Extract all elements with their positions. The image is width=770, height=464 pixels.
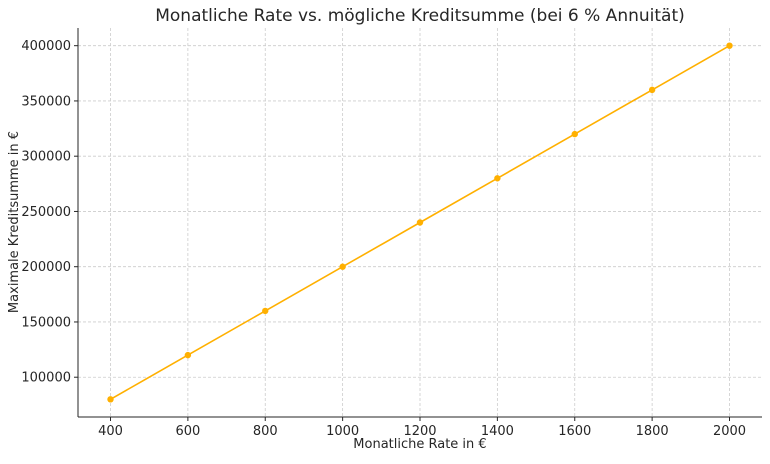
data-point (494, 175, 501, 182)
chart-title: Monatliche Rate vs. mögliche Kreditsumme… (155, 6, 685, 26)
y-tick-label: 250000 (21, 205, 71, 220)
y-tick-label: 150000 (21, 315, 71, 330)
x-tick-label: 1600 (558, 424, 591, 439)
y-tick-label: 400000 (21, 39, 71, 54)
x-axis-label: Monatliche Rate in € (353, 437, 486, 452)
y-tick-label: 300000 (21, 150, 71, 165)
x-tick-label: 400 (98, 424, 123, 439)
x-tick-label: 600 (175, 424, 200, 439)
series (107, 42, 733, 403)
y-tick-label: 200000 (21, 260, 71, 275)
y-ticks: 100000 150000 200000 250000 300000 350000 4000… (21, 39, 78, 386)
y-axis-label: Maximale Kreditsumme in € (7, 131, 22, 313)
x-tick-label: 1200 (403, 424, 436, 439)
data-point (571, 130, 578, 138)
data-point (648, 86, 656, 94)
data-point (262, 307, 269, 315)
grid (78, 28, 762, 417)
data-point (726, 42, 733, 49)
x-tick-label: 1400 (481, 424, 514, 439)
x-tick-label: 2000 (713, 424, 746, 439)
data-point (416, 219, 424, 226)
x-tick-label: 800 (253, 424, 278, 439)
data-point (339, 263, 346, 270)
y-tick-label: 350000 (21, 94, 71, 109)
x-tick-label: 1000 (326, 424, 359, 439)
y-tick-label: 100000 (21, 371, 71, 386)
data-point (184, 351, 192, 359)
x-ticks: 400 600 800 1000 1200 1400 1600 1800 2000 (98, 417, 746, 439)
data-point (107, 396, 114, 403)
x-tick-label: 1800 (636, 424, 669, 439)
